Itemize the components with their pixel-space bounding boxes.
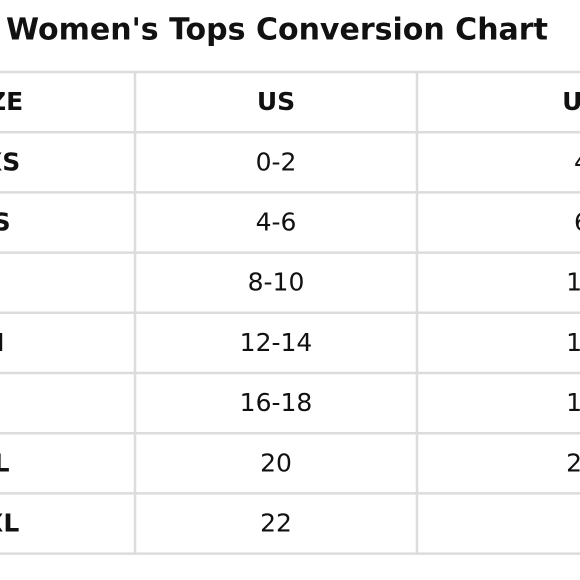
table-cell: 16-18 bbox=[240, 388, 313, 417]
table-cell: 20 bbox=[260, 448, 292, 477]
table-cell: S bbox=[0, 268, 1, 297]
table-cell: XL bbox=[0, 448, 10, 477]
table-cell: 18 bbox=[566, 388, 580, 417]
table-cell: M bbox=[0, 328, 4, 357]
header-cell: SIZE bbox=[0, 87, 23, 116]
table-cell: 8-10 bbox=[248, 268, 305, 297]
table-cell: 14 bbox=[566, 328, 580, 357]
table-cell: 10 bbox=[566, 268, 580, 297]
table-cell: XXL bbox=[0, 509, 19, 538]
chart-title: Women's Tops Conversion Chart bbox=[6, 13, 548, 48]
table-cell: 0-2 bbox=[256, 147, 297, 176]
table-cell: 22 bbox=[260, 509, 292, 538]
table-cell: XS bbox=[0, 208, 11, 237]
table-cell: 4 bbox=[574, 147, 580, 176]
table-cell: 6 bbox=[574, 208, 580, 237]
table-cell: 12-14 bbox=[240, 328, 313, 357]
header-cell: US bbox=[257, 87, 295, 116]
table-cell: 4-6 bbox=[256, 208, 297, 237]
table-cell: 22 bbox=[566, 448, 580, 477]
header-cell: UK bbox=[562, 87, 580, 116]
table-cell: XXS bbox=[0, 147, 20, 176]
